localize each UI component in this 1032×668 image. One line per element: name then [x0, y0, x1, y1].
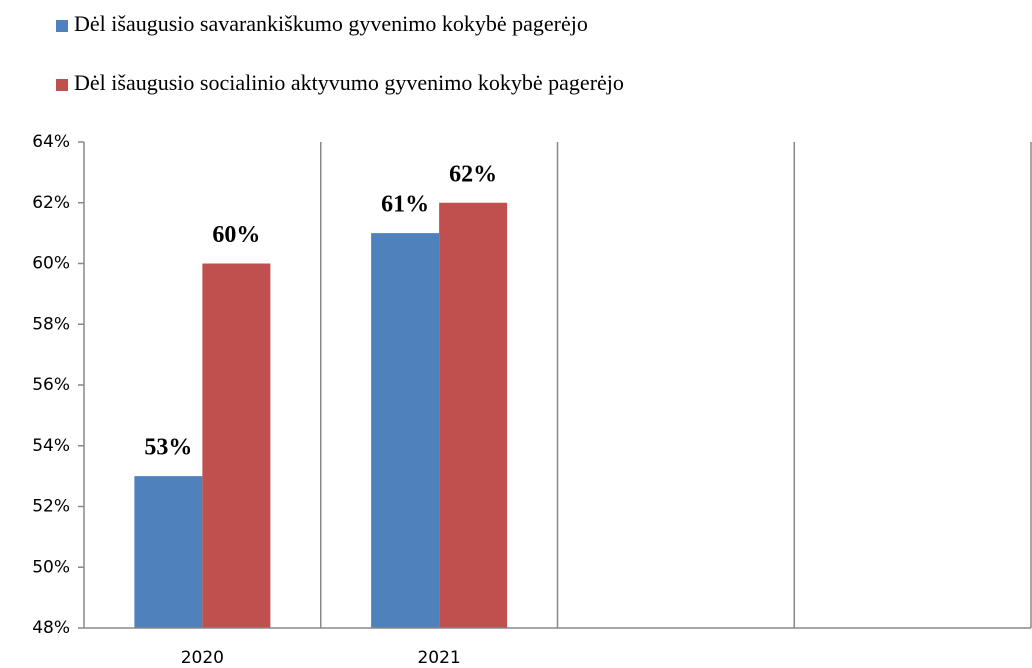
y-tick-label: 60%	[32, 254, 70, 274]
y-tick-label: 64%	[32, 132, 70, 152]
legend-swatch	[56, 20, 68, 32]
y-tick-label: 48%	[32, 618, 70, 638]
bar	[134, 476, 203, 628]
y-tick-label: 56%	[32, 375, 70, 395]
y-tick-label: 54%	[32, 436, 70, 456]
legend-label: Dėl išaugusio socialinio aktyvumo gyveni…	[74, 70, 624, 95]
bar	[371, 233, 440, 628]
y-tick-label: 50%	[32, 557, 70, 577]
data-label: 53%	[144, 435, 192, 461]
x-tick-label: 2021	[417, 648, 460, 668]
bar	[439, 202, 508, 628]
data-label: 62%	[449, 161, 497, 187]
legend-label: Dėl išaugusio savarankiškumo gyvenimo ko…	[74, 11, 588, 36]
legend-swatch	[56, 79, 68, 91]
bar	[202, 263, 271, 628]
x-tick-label: 2020	[181, 648, 224, 668]
y-tick-label: 52%	[32, 497, 70, 517]
data-label: 60%	[212, 222, 260, 248]
y-tick-label: 62%	[32, 193, 70, 213]
data-label: 61%	[381, 192, 429, 218]
y-tick-label: 58%	[32, 314, 70, 334]
